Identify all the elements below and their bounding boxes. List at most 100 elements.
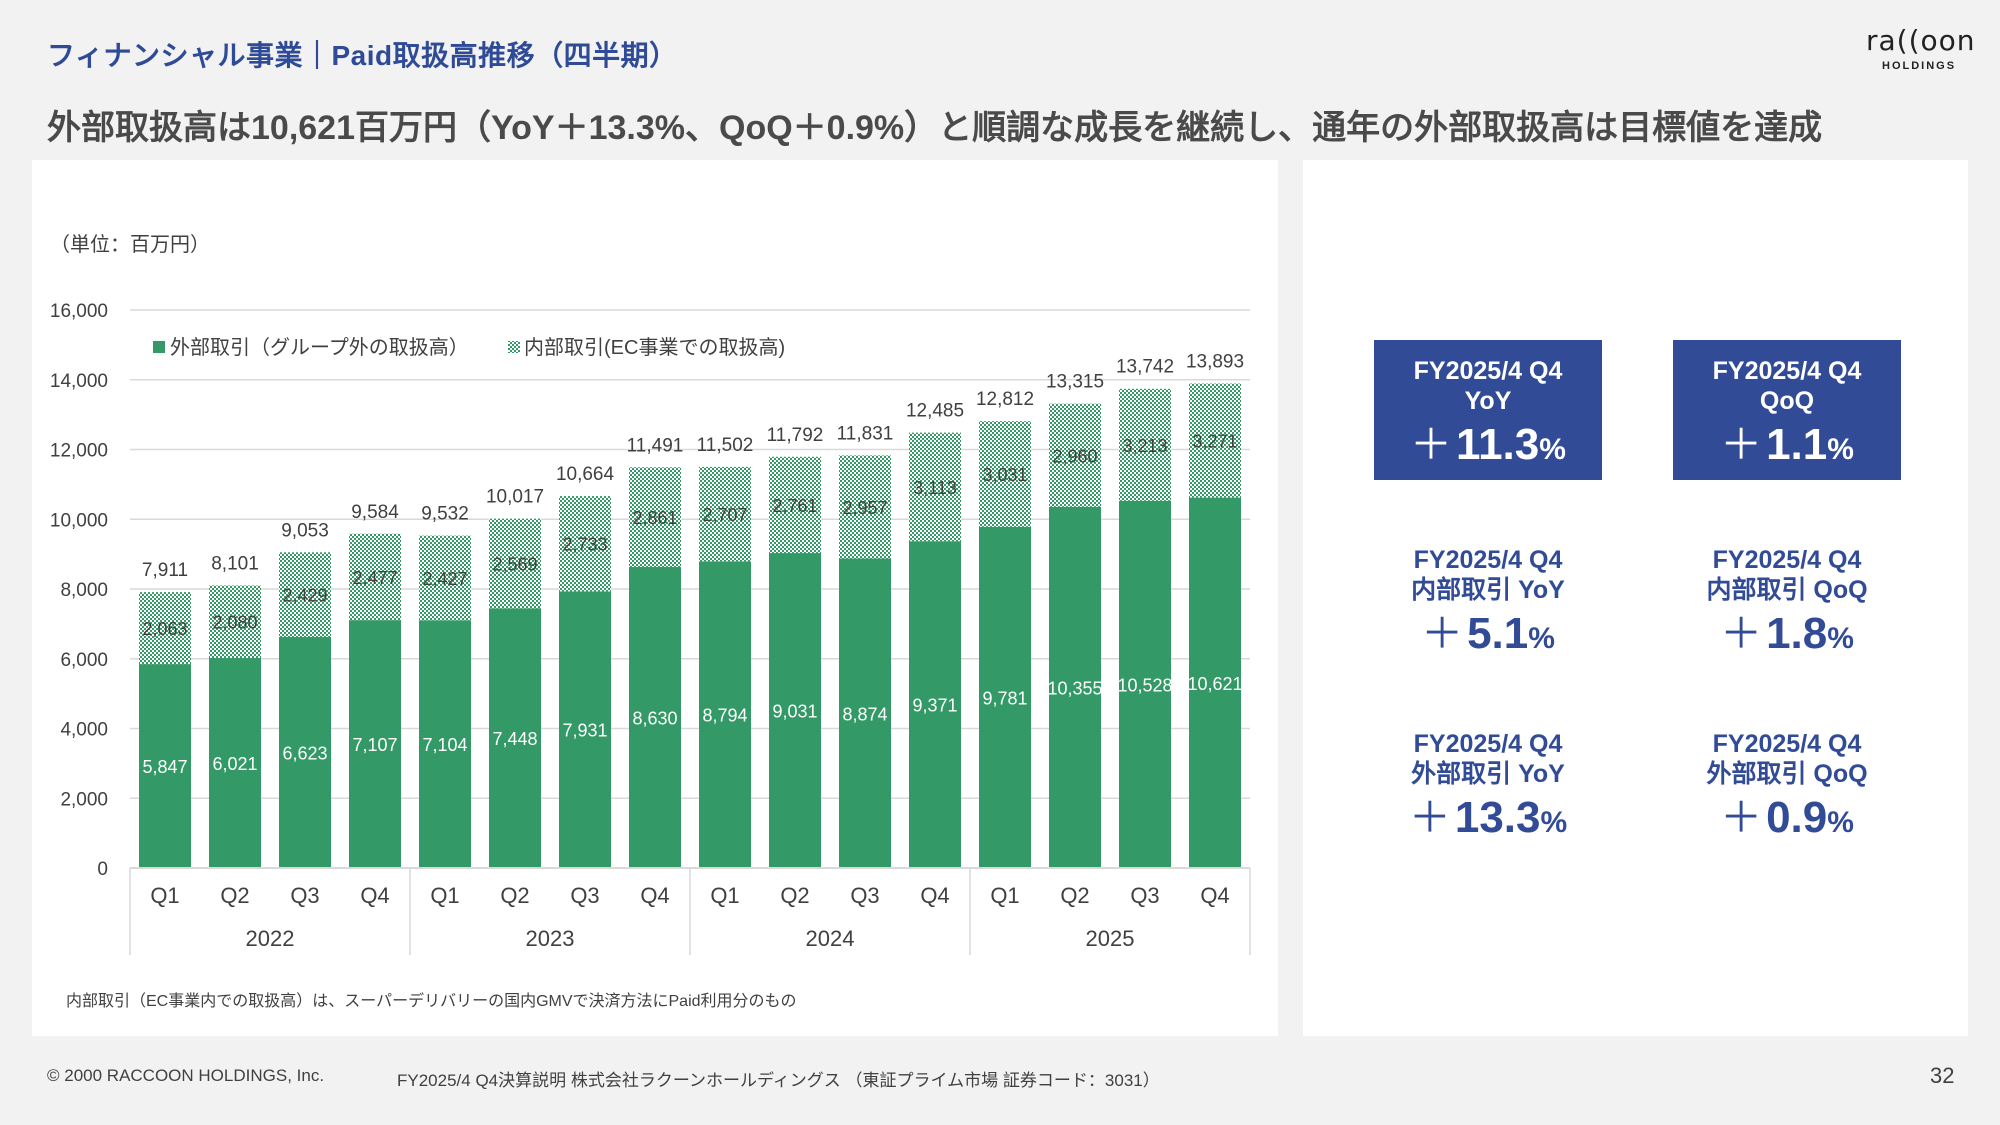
label-total: 9,053 bbox=[281, 520, 329, 541]
x-axis: Q1 Q2 Q3 Q4 Q1 Q2 Q3 Q4 Q1 Q2 Q3 Q4 Q1 Q2 Q3 Q4 2022 2023… bbox=[129, 867, 1251, 955]
label-external: 9,781 bbox=[982, 688, 1027, 708]
bar-internal bbox=[1049, 403, 1101, 507]
label-internal: 2,477 bbox=[352, 568, 397, 588]
footnote: 内部取引（EC事業内での取扱高）は、スーパーデリバリーの国内GMVで決済方法にP… bbox=[66, 993, 797, 1010]
bar-internal bbox=[769, 456, 821, 554]
bar-external bbox=[1049, 506, 1101, 868]
unit-label: （単位：百万円） bbox=[50, 234, 210, 256]
label-total: 7,911 bbox=[142, 560, 188, 581]
label-external: 5,847 bbox=[142, 757, 187, 777]
label-internal: 2,960 bbox=[1052, 446, 1097, 466]
bar-external bbox=[209, 658, 261, 868]
label-total: 11,831 bbox=[837, 423, 894, 444]
legend-swatch-external bbox=[153, 341, 165, 353]
kpi-external-yoy: FY2025/4 Q4 外部取引 YoY ＋13.3% bbox=[1374, 729, 1602, 869]
label-external: 8,874 bbox=[842, 704, 887, 724]
footer-copyright: © 2000 RACCOON HOLDINGS, Inc. bbox=[47, 1066, 325, 1085]
legend-label-external: 外部取引（グループ外の取扱高） bbox=[170, 336, 469, 359]
kpi-value: ＋1.1% bbox=[1720, 420, 1854, 469]
page-number: 32 bbox=[1930, 1063, 1955, 1088]
bar-internal bbox=[279, 552, 331, 638]
bar-external bbox=[419, 620, 471, 868]
legend-label-internal: 内部取引(EC事業での取扱高) bbox=[524, 336, 785, 359]
x-tick-label: Q4 bbox=[1200, 883, 1229, 908]
kpi-external-qoq: FY2025/4 Q4 外部取引 QoQ ＋0.9% bbox=[1673, 729, 1901, 869]
bars bbox=[139, 383, 1241, 868]
label-total: 13,742 bbox=[1116, 357, 1174, 378]
label-total: 12,485 bbox=[906, 401, 964, 422]
label-internal: 3,271 bbox=[1192, 432, 1237, 452]
year-group-label: 2022 bbox=[246, 926, 295, 951]
kpi-internal-yoy: FY2025/4 Q4 内部取引 YoY ＋5.1% bbox=[1374, 545, 1602, 685]
kpi-value: ＋1.8% bbox=[1720, 609, 1854, 658]
bar-external bbox=[559, 591, 611, 868]
year-group-label: 2025 bbox=[1086, 926, 1135, 951]
bar-external bbox=[1189, 497, 1241, 868]
label-external: 8,794 bbox=[702, 706, 747, 726]
bar-internal bbox=[139, 592, 191, 665]
x-tick-label: Q2 bbox=[1060, 883, 1089, 908]
x-tick-label: Q1 bbox=[990, 883, 1019, 908]
bar-external bbox=[629, 567, 681, 868]
logo-wordmark: ra((oon bbox=[1866, 24, 1976, 57]
label-external: 7,448 bbox=[492, 729, 537, 749]
kpi-label-2: 外部取引 QoQ bbox=[1706, 760, 1868, 788]
label-internal: 2,429 bbox=[282, 586, 327, 606]
label-total: 13,315 bbox=[1046, 372, 1104, 393]
bar-external bbox=[1119, 500, 1171, 868]
label-total: 12,812 bbox=[976, 389, 1034, 410]
y-axis: 0 2,000 4,000 6,000 8,000 10,000 12,000 14,000 1… bbox=[50, 301, 108, 880]
x-tick-label: Q1 bbox=[430, 883, 459, 908]
label-external: 10,355 bbox=[1047, 678, 1102, 698]
label-external: 7,107 bbox=[352, 735, 397, 755]
bar-external bbox=[979, 526, 1031, 868]
kpi-label-1: FY2025/4 Q4 bbox=[1413, 730, 1563, 758]
y-tick-label: 4,000 bbox=[60, 720, 108, 741]
bar-internal bbox=[419, 535, 471, 621]
kpi-label-1: FY2025/4 Q4 bbox=[1712, 730, 1862, 758]
x-tick-label: Q3 bbox=[850, 883, 879, 908]
kpi-label-2: 内部取引 YoY bbox=[1411, 576, 1565, 604]
legend: 外部取引（グループ外の取扱高） 内部取引(EC事業での取扱高) bbox=[153, 336, 785, 359]
label-external: 10,621 bbox=[1187, 674, 1242, 694]
bar-internal bbox=[699, 466, 751, 562]
kpi-label-1: FY2025/4 Q4 bbox=[1712, 546, 1862, 574]
bar-internal bbox=[839, 455, 891, 559]
label-internal: 3,031 bbox=[982, 465, 1027, 485]
label-external: 8,630 bbox=[632, 709, 677, 729]
kpi-value: ＋13.3% bbox=[1408, 793, 1568, 842]
year-group-label: 2023 bbox=[526, 926, 575, 951]
bar-external bbox=[139, 664, 191, 868]
bar-external bbox=[489, 608, 541, 868]
label-total: 9,584 bbox=[351, 502, 399, 523]
footer-document: FY2025/4 Q4決算説明 株式会社ラクーンホールディングス （東証プライム… bbox=[397, 1071, 1160, 1090]
x-tick-label: Q1 bbox=[710, 883, 739, 908]
kpi-label-1: FY2025/4 Q4 bbox=[1413, 546, 1563, 574]
y-tick-label: 2,000 bbox=[60, 789, 108, 810]
label-internal: 3,113 bbox=[913, 478, 957, 498]
label-external: 7,931 bbox=[562, 721, 607, 741]
data-labels: 5,847 2,063 7,911 6,021 2,080 8,101 6,623 2,429… bbox=[142, 351, 1244, 777]
label-internal: 2,569 bbox=[492, 554, 537, 574]
kpi-panel bbox=[1303, 160, 1968, 1036]
kpi-value: ＋5.1% bbox=[1421, 609, 1555, 658]
kpi-label-1: FY2025/4 Q4 bbox=[1413, 357, 1563, 385]
x-tick-label: Q3 bbox=[1130, 883, 1159, 908]
label-external: 7,104 bbox=[422, 735, 467, 755]
kpi-label-2: 内部取引 QoQ bbox=[1706, 576, 1868, 604]
label-internal: 2,063 bbox=[142, 619, 187, 639]
x-tick-label: Q4 bbox=[920, 883, 949, 908]
bar-external bbox=[769, 553, 821, 868]
label-external: 10,528 bbox=[1117, 675, 1172, 695]
kpi-label-1: FY2025/4 Q4 bbox=[1712, 357, 1862, 385]
kpi-label-2: QoQ bbox=[1759, 387, 1815, 415]
label-total: 10,664 bbox=[556, 464, 615, 485]
kpi-value: ＋0.9% bbox=[1720, 793, 1854, 842]
y-tick-label: 10,000 bbox=[50, 510, 108, 531]
label-internal: 2,761 bbox=[772, 496, 817, 516]
bar-internal bbox=[909, 432, 961, 542]
y-tick-label: 8,000 bbox=[60, 580, 108, 601]
bar-internal bbox=[349, 533, 401, 621]
kpi-label-2: 外部取引 YoY bbox=[1411, 760, 1565, 788]
